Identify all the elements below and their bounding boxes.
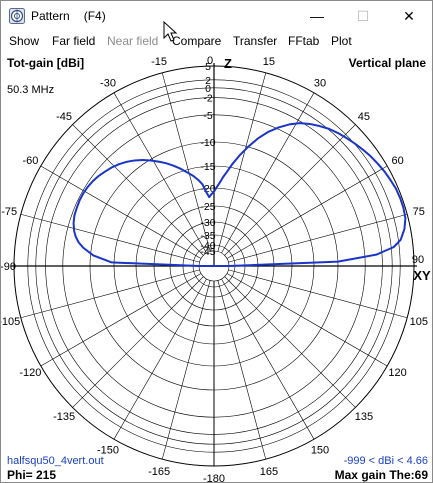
maximize-button[interactable]: ☐	[340, 1, 386, 31]
angle-spoke	[72, 124, 204, 256]
angle-spoke	[40, 165, 202, 259]
angle-label: 165	[260, 466, 278, 478]
db-tick-label: 2	[205, 75, 211, 87]
angle-label: 135	[355, 411, 373, 423]
mouse-cursor-icon	[163, 21, 178, 42]
phi-label: Phi= 215	[7, 468, 57, 482]
menu-plot[interactable]: Plot	[331, 34, 352, 48]
angle-label: -15	[151, 56, 167, 68]
angle-label: 105	[410, 316, 428, 328]
menu-bar: Show Far field Near field Compare Transf…	[1, 31, 432, 52]
menu-compare[interactable]: Compare	[172, 34, 222, 48]
db-tick-label: -15	[200, 161, 215, 173]
quantity-label: Tot-gain [dBi]	[7, 56, 85, 70]
db-tick-label: -40	[200, 240, 215, 252]
angle-label: -60	[22, 155, 38, 167]
db-tick-label: -25	[200, 201, 215, 213]
angle-spoke	[224, 124, 356, 256]
db-tick-label: 5	[205, 61, 211, 73]
angle-spoke	[113, 278, 207, 440]
angle-label: -135	[53, 411, 75, 423]
angle-spoke	[224, 276, 356, 408]
menu-fftab[interactable]: FFtab	[288, 34, 320, 48]
db-tick-label: -45	[200, 246, 215, 258]
z-axis-label: Z	[224, 56, 232, 71]
minimize-icon: —	[310, 8, 324, 24]
angle-label: -165	[148, 466, 170, 478]
angle-label: 150	[311, 445, 329, 457]
maximize-icon: ☐	[356, 7, 370, 24]
window-title-text: Pattern	[31, 9, 70, 23]
db-tick-label: -10	[200, 137, 215, 149]
frequency-label: 50.3 MHz	[7, 84, 55, 96]
db-tick-label: -5	[203, 110, 212, 122]
angle-label: -75	[1, 206, 17, 218]
close-icon: ✕	[403, 7, 415, 24]
gain-range-label: -999 < dBi < 4.66	[343, 455, 428, 467]
angle-label: -180	[203, 473, 225, 482]
angle-label: 75	[413, 206, 425, 218]
close-button[interactable]: ✕	[386, 1, 432, 31]
angle-label: -90	[1, 261, 16, 273]
angle-label: 0	[207, 55, 213, 67]
angle-spoke	[221, 278, 315, 440]
angle-label: 120	[388, 367, 406, 379]
angle-label: -30	[100, 77, 116, 89]
plane-label: Vertical plane	[348, 56, 426, 70]
polar-plot[interactable]: 0 15 30 45 60 75 90 105 120 135 150 165 -180 -165 -150…	[1, 52, 432, 482]
angle-spoke	[40, 273, 202, 367]
db-tick-label: -35	[200, 230, 215, 242]
angle-label: -45	[56, 111, 72, 123]
angle-label: -150	[97, 445, 119, 457]
app-icon	[9, 8, 25, 24]
angle-spoke	[228, 213, 408, 263]
db-tick-label: -30	[200, 217, 215, 229]
menu-transfer[interactable]: Transfer	[233, 34, 278, 48]
angle-label: -120	[19, 367, 41, 379]
angle-label: -105	[1, 316, 20, 328]
menu-show[interactable]: Show	[9, 34, 40, 48]
angle-spoke	[113, 92, 207, 254]
angle-spoke	[228, 269, 408, 319]
window-title: Pattern (F4)	[31, 9, 106, 23]
title-bar[interactable]: Pattern (F4) — ☐ ✕	[1, 1, 432, 31]
angle-label: 15	[263, 56, 275, 68]
angle-spoke	[161, 280, 211, 460]
angle-spoke	[217, 72, 267, 252]
menu-near-field[interactable]: Near field	[107, 34, 159, 48]
db-tick-label: -2	[203, 93, 212, 105]
file-name-label: halfsqu50_4vert.out	[7, 455, 104, 467]
angle-label: 90	[412, 254, 424, 266]
angle-label: 45	[358, 111, 370, 123]
polar-plot-canvas: 0 153045607590105120135150165-180-165-150…	[1, 55, 431, 482]
pattern-curve	[72, 122, 407, 267]
db-tick-label: 0	[205, 83, 211, 95]
max-gain-label: Max gain The:69	[334, 468, 428, 482]
angle-label: 30	[314, 77, 326, 89]
angle-spoke	[221, 92, 315, 254]
angle-label: 60	[391, 155, 403, 167]
angle-spoke	[20, 269, 200, 319]
angle-spoke	[20, 213, 200, 263]
menu-far-field[interactable]: Far field	[52, 34, 96, 48]
angle-spoke	[161, 72, 211, 252]
angle-spoke	[226, 273, 388, 367]
minimize-button[interactable]: —	[294, 1, 340, 31]
xy-axis-label: XY	[413, 268, 431, 283]
window-title-shortcut: (F4)	[83, 9, 106, 23]
angle-spoke	[217, 280, 267, 460]
angle-spoke	[72, 276, 204, 408]
angle-spoke	[226, 165, 388, 259]
